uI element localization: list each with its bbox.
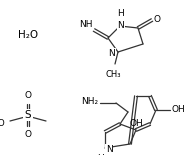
Text: H₂O: H₂O — [18, 30, 38, 40]
Text: NH: NH — [80, 20, 93, 29]
Text: S: S — [25, 110, 31, 120]
Text: O: O — [24, 91, 32, 100]
Text: HO: HO — [0, 120, 5, 128]
Text: O: O — [24, 130, 32, 139]
Text: H: H — [98, 154, 104, 155]
Text: H: H — [118, 9, 124, 18]
Text: CH₃: CH₃ — [105, 70, 121, 79]
Text: OH: OH — [172, 104, 186, 113]
Text: OH: OH — [129, 119, 143, 128]
Text: O: O — [154, 15, 161, 24]
Text: NH₂: NH₂ — [81, 97, 98, 106]
Text: N: N — [108, 49, 115, 58]
Text: N: N — [118, 22, 124, 31]
Text: N: N — [106, 144, 113, 153]
